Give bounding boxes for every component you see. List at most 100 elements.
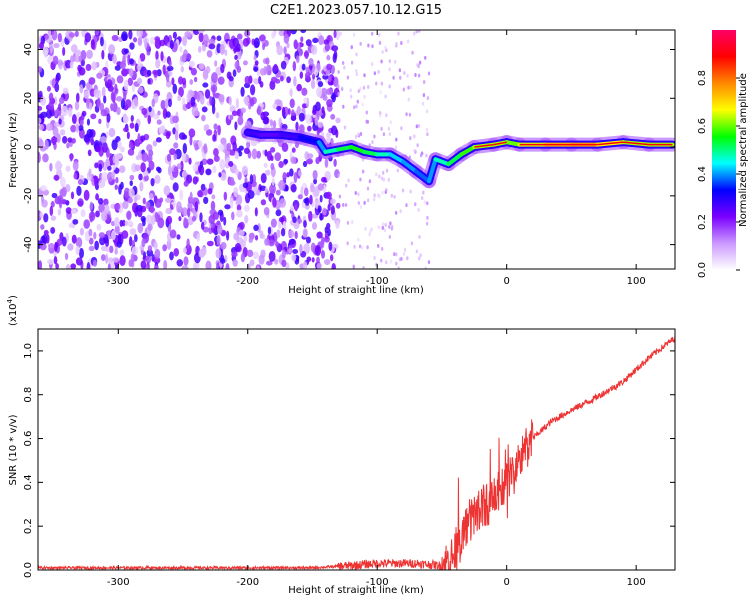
noise-blob (83, 134, 91, 143)
noise-blob (154, 248, 161, 259)
noise-blob (41, 234, 48, 245)
noise-blob (316, 86, 323, 98)
noise-blob (224, 49, 228, 56)
noise-blob (337, 70, 340, 75)
noise-blob (61, 105, 69, 117)
noise-blob (330, 113, 336, 120)
noise-blob (81, 110, 87, 117)
x-tick-label: -300 (107, 577, 130, 588)
noise-blob (197, 190, 203, 198)
noise-blob (62, 87, 69, 95)
noise-blob (426, 215, 429, 220)
noise-blob (362, 265, 365, 269)
y-tick-label: -40 (23, 236, 34, 252)
noise-blob (139, 135, 146, 142)
colorbar: 0.0 0.2 0.4 0.6 0.8 Normalized spectral ampl… (697, 30, 749, 278)
noise-blob (99, 236, 106, 246)
noise-blob (427, 260, 431, 265)
noise-blob (122, 115, 129, 124)
noise-blob (176, 234, 181, 240)
noise-blob (176, 259, 184, 267)
noise-blob (146, 50, 151, 56)
noise-blob (212, 165, 217, 174)
noise-blob (208, 38, 216, 45)
noise-blob (283, 33, 290, 44)
noise-blob (228, 75, 234, 82)
noise-blob (417, 64, 420, 69)
noise-blob (152, 140, 158, 147)
noise-blob (129, 174, 135, 181)
noise-blob (328, 241, 333, 251)
noise-blob (100, 254, 106, 262)
noise-blob (349, 88, 352, 93)
noise-blob (111, 34, 119, 42)
noise-blob (73, 172, 78, 180)
noise-blob (129, 58, 134, 65)
noise-blob (406, 256, 409, 261)
noise-blob (226, 230, 230, 241)
noise-blob (240, 107, 246, 114)
noise-blob (384, 45, 387, 50)
noise-blob (124, 220, 129, 227)
spectrogram-noise (38, 30, 431, 269)
noise-blob (414, 72, 417, 77)
noise-blob (346, 220, 350, 225)
noise-blob (267, 226, 272, 235)
noise-blob (200, 221, 205, 231)
noise-blob (157, 167, 162, 174)
noise-blob (294, 203, 298, 210)
noise-blob (380, 126, 383, 131)
noise-blob (169, 39, 174, 50)
noise-blob (120, 146, 125, 153)
colorbar-tick-label: 0.0 (697, 262, 708, 278)
noise-blob (316, 231, 323, 239)
noise-blob (90, 137, 94, 146)
noise-blob (256, 150, 261, 159)
noise-blob (326, 135, 331, 145)
noise-blob (220, 63, 225, 74)
noise-blob (89, 201, 94, 211)
noise-blob (149, 205, 155, 214)
noise-blob (88, 102, 93, 111)
noise-blob (257, 222, 261, 233)
noise-blob (395, 261, 398, 266)
noise-blob (121, 219, 126, 227)
noise-blob (380, 258, 383, 263)
snr-series-line (38, 335, 675, 570)
noise-blob (58, 103, 62, 111)
noise-blob (231, 251, 238, 258)
noise-blob (332, 53, 337, 64)
noise-blob (274, 152, 282, 162)
noise-blob (188, 157, 192, 165)
noise-blob (134, 164, 141, 172)
noise-blob (229, 114, 234, 121)
noise-blob (275, 209, 282, 217)
noise-blob (206, 158, 214, 165)
noise-blob (264, 149, 268, 157)
noise-blob (67, 137, 73, 143)
noise-blob (422, 190, 425, 195)
noise-blob (400, 40, 403, 45)
noise-blob (263, 65, 267, 76)
noise-blob (410, 241, 414, 246)
noise-blob (317, 121, 324, 128)
noise-blob (84, 32, 92, 43)
noise-blob (72, 160, 79, 171)
noise-blob (276, 105, 282, 112)
noise-blob (275, 189, 281, 196)
noise-blob (168, 59, 172, 67)
colorbar-ticks: 0.0 0.2 0.4 0.6 0.8 (697, 70, 740, 278)
spectrogram-signal (240, 125, 675, 189)
noise-blob (98, 118, 102, 125)
noise-blob (51, 30, 58, 41)
noise-blob (380, 81, 384, 86)
noise-blob (423, 200, 427, 205)
noise-blob (179, 189, 184, 201)
noise-blob (90, 39, 96, 50)
noise-blob (269, 80, 276, 91)
noise-blob (379, 110, 382, 115)
x-tick-label: -300 (107, 276, 130, 287)
noise-blob (368, 232, 371, 237)
noise-blob (139, 181, 144, 192)
